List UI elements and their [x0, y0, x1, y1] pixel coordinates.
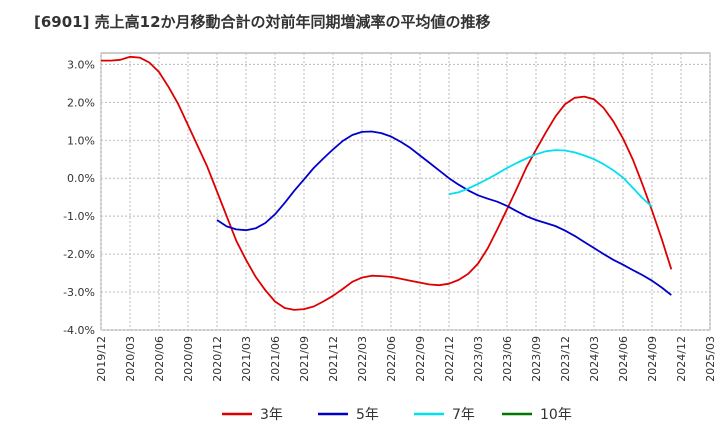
x-tick-label: 2022/09 [414, 336, 427, 382]
x-tick-label: 2020/09 [182, 336, 195, 382]
x-tick-label: 2024/09 [646, 336, 659, 382]
x-tick-label: 2020/03 [124, 336, 137, 382]
x-tick-label: 2022/03 [356, 336, 369, 382]
x-tick-label: 2024/03 [588, 336, 601, 382]
x-tick-label: 2023/09 [530, 336, 543, 382]
y-tick-label: -1.0% [63, 210, 95, 223]
series-line-7年 [448, 149, 653, 208]
x-tick-label: 2025/03 [704, 336, 717, 382]
plot-area [100, 52, 711, 331]
legend: 3年 5年 7年 10年 [222, 407, 572, 423]
y-tick-label: -3.0% [63, 286, 95, 299]
legend-label: 7年 [452, 407, 475, 423]
x-tick-label: 2021/03 [240, 336, 253, 382]
x-tick-label: 2021/06 [269, 336, 282, 382]
series-line-3年 [101, 55, 673, 311]
x-tick-label: 2021/12 [327, 336, 340, 382]
series-layer [101, 55, 673, 311]
legend-label: 10年 [540, 407, 572, 423]
x-tick-label: 2024/12 [675, 336, 688, 382]
y-tick-label: -4.0% [63, 324, 95, 337]
grid-layer [100, 53, 711, 331]
x-tick-label: 2023/12 [559, 336, 572, 382]
x-tick-label: 2019/12 [95, 336, 108, 382]
x-tick-label: 2024/06 [617, 336, 630, 382]
x-tick-label: 2020/06 [153, 336, 166, 382]
y-tick-label: 2.0% [67, 96, 95, 109]
y-axis-labels: 3.0% 2.0% 1.0% 0.0% -1.0% -2.0% -3.0% -4.0% [63, 58, 95, 337]
chart-title: [6901] 売上高12か月移動合計の対前年同期増減率の平均値の推移 [34, 13, 491, 31]
x-tick-label: 2023/03 [472, 336, 485, 382]
x-tick-label: 2023/06 [501, 336, 514, 382]
x-tick-label: 2022/06 [385, 336, 398, 382]
x-tick-label: 2020/12 [211, 336, 224, 382]
series-line-5年 [216, 130, 672, 296]
y-tick-label: 1.0% [67, 134, 95, 147]
y-tick-label: 0.0% [67, 172, 95, 185]
x-tick-label: 2021/09 [298, 336, 311, 382]
legend-label: 5年 [356, 407, 379, 423]
x-axis-labels: 2019/12 2020/03 2020/06 2020/09 2020/12 2021/… [95, 336, 717, 382]
y-tick-label: 3.0% [67, 58, 95, 71]
x-tick-label: 2022/12 [443, 336, 456, 382]
legend-label: 3年 [260, 407, 283, 423]
y-tick-label: -2.0% [63, 248, 95, 261]
